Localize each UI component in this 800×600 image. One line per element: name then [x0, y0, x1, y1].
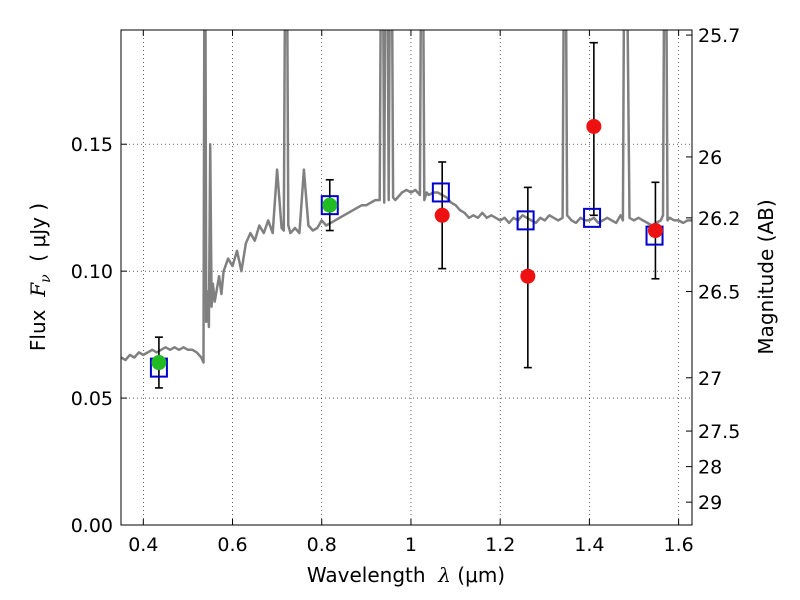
y-tick-label: 0.05 — [71, 388, 113, 410]
data-point — [586, 118, 602, 134]
y-axis-label-symbol: F — [26, 282, 50, 298]
right-tick-label: 26 — [698, 147, 722, 169]
right-tick-label: 26.5 — [698, 281, 740, 303]
x-axis-label-symbol: λ — [437, 563, 451, 587]
x-tick-label: 1.6 — [664, 534, 694, 556]
x-tick-label: 1.4 — [574, 534, 604, 556]
x-tick-label: 0.4 — [128, 534, 158, 556]
y-tick-label: 0.00 — [71, 515, 113, 537]
model-photometry-square — [583, 207, 602, 228]
y-axis-label-prefix: Flux — [26, 297, 50, 351]
x-tick-label: 0.8 — [307, 534, 337, 556]
x-axis-label-prefix: Wavelength — [307, 563, 438, 587]
y-axis-label-subscript: ν — [38, 274, 54, 283]
y-axis-label-suffix: ( μJy ) — [26, 203, 50, 275]
data-point — [434, 207, 450, 223]
right-tick-label: 28 — [698, 457, 722, 479]
right-axis-ticks: 25.7 26 26.2 26.5 27 27.5 28 29 — [686, 25, 740, 514]
right-tick-label: 26.2 — [698, 208, 740, 230]
x-tick-label: 1 — [405, 534, 417, 556]
y-axis-label: Flux Fν ( μJy ) — [26, 203, 54, 351]
y-tick-label: 0.10 — [71, 261, 113, 283]
y-tick-label: 0.15 — [71, 134, 113, 156]
circle-layer — [151, 118, 663, 371]
right-tick-label: 25.7 — [698, 25, 740, 47]
data-point — [151, 355, 167, 371]
data-point — [647, 223, 663, 239]
data-point — [322, 197, 338, 213]
x-tick-label: 1.2 — [485, 534, 515, 556]
x-axis-label: Wavelength λ (μm) — [307, 563, 505, 587]
grid — [121, 30, 692, 525]
right-tick-label: 27.5 — [698, 421, 740, 443]
plot-frame — [120, 29, 693, 526]
model-photometry-square — [516, 210, 535, 231]
y-axis-ticks: 0.00 0.05 0.10 0.15 — [71, 134, 127, 537]
right-tick-label: 29 — [698, 492, 722, 514]
spectrum-line — [121, 30, 692, 364]
right-tick-label: 27 — [698, 368, 722, 390]
x-axis-label-suffix: (μm) — [451, 563, 505, 587]
model-photometry-square — [431, 182, 450, 203]
right-axis-label: Magnitude (AB) — [754, 199, 778, 354]
spectrum-layer — [121, 30, 692, 364]
data-point — [520, 268, 536, 284]
x-axis-ticks: 0.4 0.6 0.8 1 1.2 1.4 1.6 — [128, 30, 694, 556]
plot-area — [121, 30, 692, 389]
x-tick-label: 0.6 — [217, 534, 247, 556]
model-photometry-square — [320, 195, 339, 216]
